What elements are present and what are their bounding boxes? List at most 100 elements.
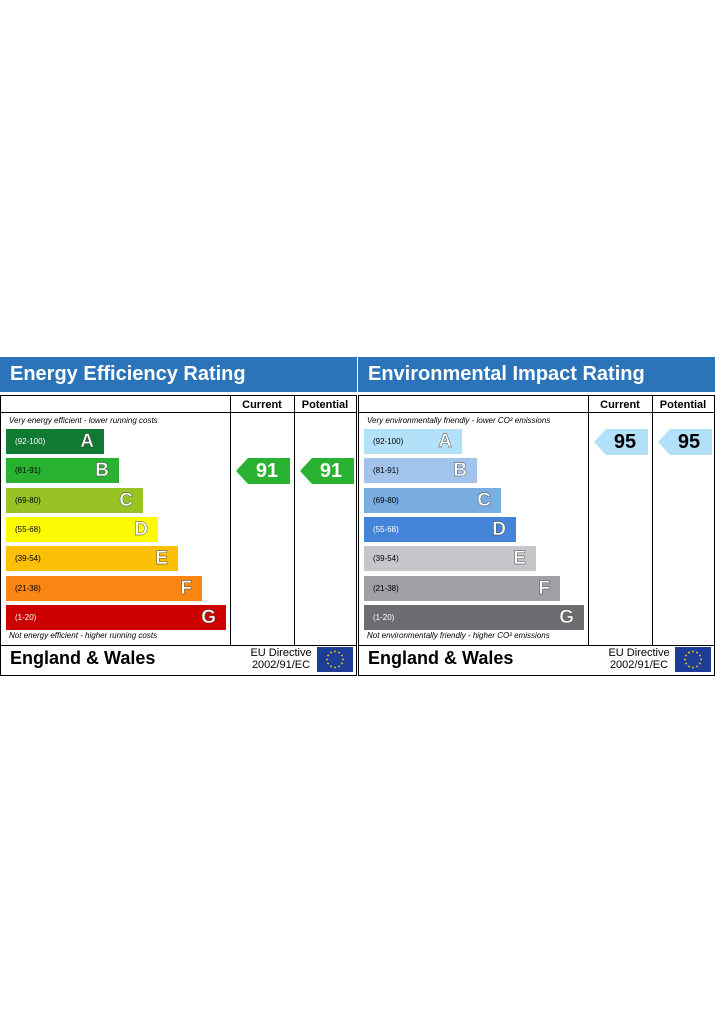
band-letter: A [438,431,452,452]
band-letter: A [80,431,94,452]
band-b: (81-91) B [6,458,119,484]
eu-star-icon [688,665,690,668]
band-range: (39-54) [15,554,41,564]
band-range: (55-68) [15,524,41,534]
band-a: (92-100) A [6,429,104,454]
current-arrow-shape [594,428,648,455]
band-f: (21-38) F [364,575,560,601]
bottom-note: Not environmentally friendly - higher CO… [367,631,550,640]
band-range: (69-80) [15,495,41,505]
column-divider [588,396,589,645]
eu-star-icon [684,658,686,661]
band-b: (81-91) B [364,458,477,484]
band-c: (69-80) C [364,487,501,513]
energy-efficiency-frame: Current Potential Very energy efficient … [0,395,357,676]
band-c: (69-80) C [6,487,143,513]
top-note: Very energy efficient - lower running co… [9,416,158,425]
top-note: Very environmentally friendly - lower CO… [367,416,551,425]
band-letter: G [559,606,574,628]
eu-star-icon [334,666,336,669]
eu-directive-line2: 2002/91/EC [251,659,311,671]
footer-country: England & Wales [368,648,514,668]
eu-star-icon [700,658,702,661]
band-letter: E [155,548,168,570]
energy-efficiency-header: Energy Efficiency Rating [0,357,357,392]
footer-divider [359,645,714,646]
footer-divider [1,645,356,646]
header-divider [1,412,356,413]
band-letter: D [492,518,506,540]
band-range: (1-20) [15,612,37,622]
eu-star-icon [692,650,694,653]
band-range: (92-100) [15,437,46,446]
eu-star-icon [334,650,336,653]
eu-star-icon [692,666,694,669]
band-range: (81-91) [15,466,41,476]
eu-star-icon [341,662,343,665]
band-g: (1-20) G [364,604,584,630]
band-letter: F [538,577,550,599]
environmental-impact-header: Environmental Impact Rating [358,357,715,392]
band-g: (1-20) G [6,604,226,630]
current-rating-value: 91 [255,459,279,482]
eu-star-icon [699,654,701,657]
band-e: (39-54) E [364,546,536,572]
band-range: (21-38) [15,583,41,593]
current-rating-value: 95 [613,430,637,453]
band-letter: C [119,489,133,511]
potential-column-header: Potential [659,399,707,411]
band-range: (92-100) [373,437,404,446]
band-letter: E [513,548,526,570]
energy-efficiency-panel: Energy Efficiency Rating Current Potenti… [0,357,357,676]
eu-star-icon [338,651,340,654]
band-d: (55-68) D [6,516,158,542]
potential-arrow-shape [658,428,712,455]
eu-star-icon [342,658,344,661]
bottom-note: Not energy efficient - higher running co… [9,631,158,640]
band-e: (39-54) E [6,546,178,572]
eu-star-icon [327,654,329,657]
eu-flag-icon [317,647,353,672]
band-letter: G [201,606,216,628]
eu-star-icon [696,651,698,654]
eu-star-icon [338,665,340,668]
eu-directive-line1: EU Directive [608,647,670,659]
band-letter: B [95,460,109,482]
band-range: (39-54) [373,554,399,564]
potential-rating-arrow: 95 [658,428,712,455]
eu-star-icon [699,662,701,665]
energy-efficiency-title: Energy Efficiency Rating [10,363,246,385]
potential-rating-arrow: 91 [300,457,354,484]
current-rating-arrow: 91 [236,457,290,484]
eu-star-icon [688,651,690,654]
column-divider [230,396,231,645]
eu-star-icon [330,651,332,654]
eu-star-icon [327,662,329,665]
current-column-header: Current [600,399,640,411]
potential-arrow-shape [300,457,354,484]
eu-star-icon [341,654,343,657]
band-range: (81-91) [373,466,399,476]
potential-rating-value: 91 [319,459,343,482]
band-range: (21-38) [373,583,399,593]
eu-star-icon [685,654,687,657]
environmental-impact-panel: Environmental Impact Rating Current Pote… [358,357,715,676]
header-divider [359,412,714,413]
band-letter: F [180,577,192,599]
eu-star-icon [326,658,328,661]
column-divider [652,396,653,645]
footer-country: England & Wales [10,648,156,668]
eu-directive: EU Directive 2002/91/EC [599,647,679,671]
potential-rating-value: 95 [677,430,701,453]
current-rating-arrow: 95 [594,428,648,455]
eu-directive-line1: EU Directive [250,647,312,659]
eu-directive-line2: 2002/91/EC [609,659,669,671]
band-f: (21-38) F [6,575,202,601]
eu-flag-icon [675,647,711,672]
band-letter: B [453,460,467,482]
eu-star-icon [685,662,687,665]
band-letter: C [477,489,491,511]
eu-star-icon [696,665,698,668]
current-arrow-shape [236,457,290,484]
eu-star-icon [330,665,332,668]
